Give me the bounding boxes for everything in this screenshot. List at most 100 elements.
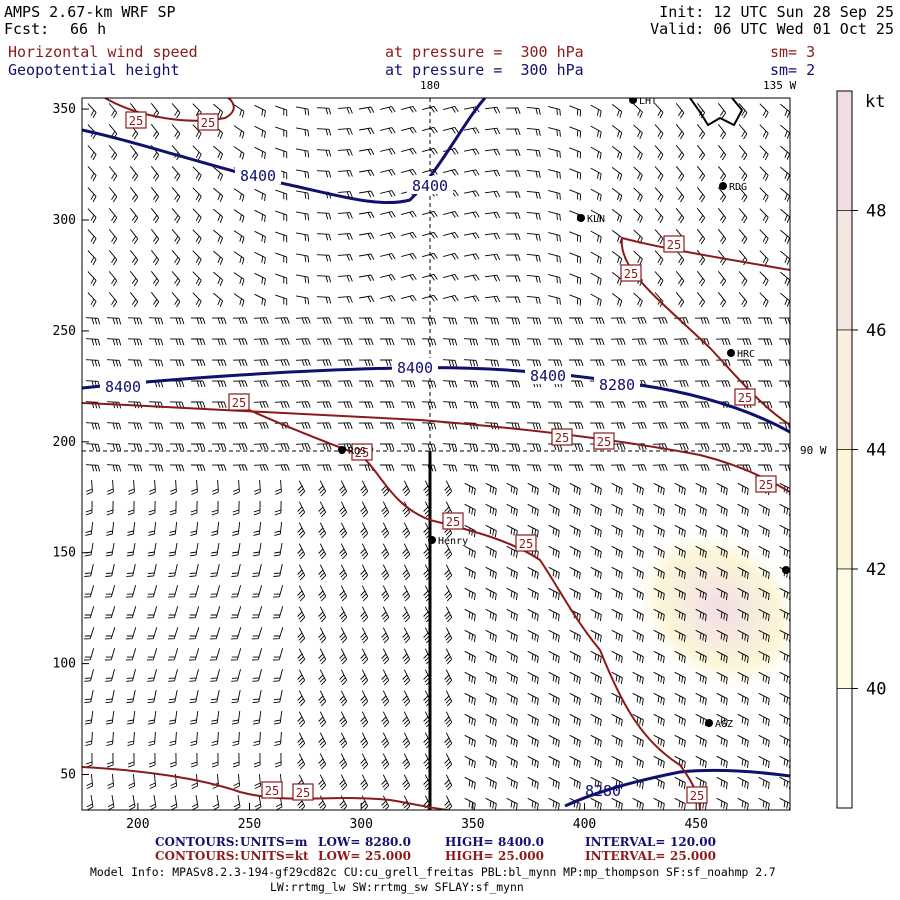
wind-barb (737, 608, 749, 622)
wind-barb (548, 587, 560, 601)
wind-barb (506, 482, 518, 496)
wind-barb (737, 629, 749, 643)
wind-barb (611, 671, 623, 685)
wind-barb (569, 734, 581, 748)
wind-barb (590, 188, 602, 202)
speed-contour-label: 25 (355, 446, 369, 460)
wind-barb (232, 359, 248, 367)
wind-barb (232, 752, 240, 768)
wind-barb (169, 380, 185, 388)
wind-barb (631, 422, 647, 430)
wind-barb (674, 482, 686, 496)
speed-label-box (593, 432, 615, 450)
speed-label-box (755, 475, 777, 493)
wind-barb (758, 734, 770, 748)
wind-barb (780, 292, 790, 307)
wind-barb (421, 401, 437, 409)
wind-barb (339, 669, 348, 686)
wind-barb (253, 380, 269, 388)
wind-barb (275, 252, 288, 264)
wind-barb (548, 755, 560, 769)
wind-barb (339, 606, 348, 623)
speed-label-box (261, 781, 283, 799)
wind-barb (444, 606, 453, 623)
wind-barb (400, 464, 416, 472)
model-info-line2: LW:rrtmg_lw SW:rrtmg_sw SFLAY:sf_mynn (270, 880, 524, 894)
wind-barb (316, 212, 332, 220)
wind-barb (273, 543, 283, 557)
wind-barb (569, 147, 582, 159)
colorbar: kt 48 46 44 42 40 (836, 90, 886, 809)
wind-barb (167, 606, 179, 619)
wind-barb (526, 274, 541, 283)
wind-barb (590, 776, 602, 790)
wind-barb (590, 650, 602, 664)
wind-barb (105, 564, 115, 577)
wind-barb (654, 208, 664, 224)
speed-label-box (686, 786, 708, 804)
wind-barb (444, 480, 453, 497)
wind-barb (170, 479, 177, 495)
wind-barb (337, 296, 353, 303)
speed-label-box (351, 443, 373, 461)
wind-barb (653, 650, 665, 664)
wind-barb (150, 250, 160, 266)
wind-barb (611, 188, 623, 202)
wind-barb (316, 128, 332, 136)
wind-barb (464, 650, 476, 664)
wind-barb (253, 500, 261, 516)
wind-barb (695, 587, 707, 601)
wind-barb (505, 464, 521, 472)
wind-barb (213, 145, 224, 160)
wind-barb (146, 627, 158, 640)
wind-barb (339, 585, 348, 602)
wind-barb (590, 797, 602, 810)
wind-barb (402, 543, 411, 560)
speed-contour-label: 25 (738, 391, 752, 405)
speed-label-box (197, 113, 219, 131)
wind-barb (168, 711, 178, 725)
y-tick-label: 50 (60, 768, 76, 783)
wind-barb (758, 380, 773, 388)
wind-barb (548, 545, 560, 559)
wind-barb (505, 338, 521, 346)
wind-barb (444, 795, 453, 810)
wind-barb (359, 295, 375, 303)
wind-barb (548, 253, 561, 263)
height-contour-label: 8400 (412, 177, 448, 195)
wind-barb (211, 731, 219, 747)
wind-barb (295, 464, 311, 472)
wind-barb (339, 627, 348, 644)
wind-barb (569, 692, 581, 706)
colorbar-label: 44 (866, 441, 886, 461)
wind-barb (106, 464, 122, 472)
wind-barb (401, 126, 417, 134)
wind-barb (316, 464, 332, 472)
wind-barb (421, 422, 437, 430)
wind-barb (694, 380, 710, 388)
wind-barb (464, 713, 476, 727)
wind-barb (548, 169, 561, 179)
wind-barb (380, 295, 396, 302)
wind-barb (674, 776, 686, 790)
wind-barb (191, 795, 199, 810)
wind-barb (758, 692, 770, 706)
wind-barb (527, 734, 539, 748)
wind-barb (104, 627, 116, 640)
wind-barb (212, 479, 219, 495)
wind-barb (85, 422, 101, 430)
wind-barb (442, 464, 458, 472)
contour-height-interval-label: INTERVAL= (585, 835, 666, 849)
wind-barb (443, 210, 459, 218)
wind-barb (569, 189, 582, 201)
wind-barb (337, 212, 353, 219)
wind-barb (590, 629, 602, 643)
wind-barb (736, 464, 752, 472)
wind-barb (316, 401, 332, 409)
wind-barb (652, 317, 668, 325)
wind-barb (232, 500, 240, 516)
wind-barb (778, 422, 790, 430)
wind-barb (253, 359, 269, 367)
wind-barb (464, 776, 476, 790)
field1-smoothing: sm= 3 (770, 43, 816, 61)
